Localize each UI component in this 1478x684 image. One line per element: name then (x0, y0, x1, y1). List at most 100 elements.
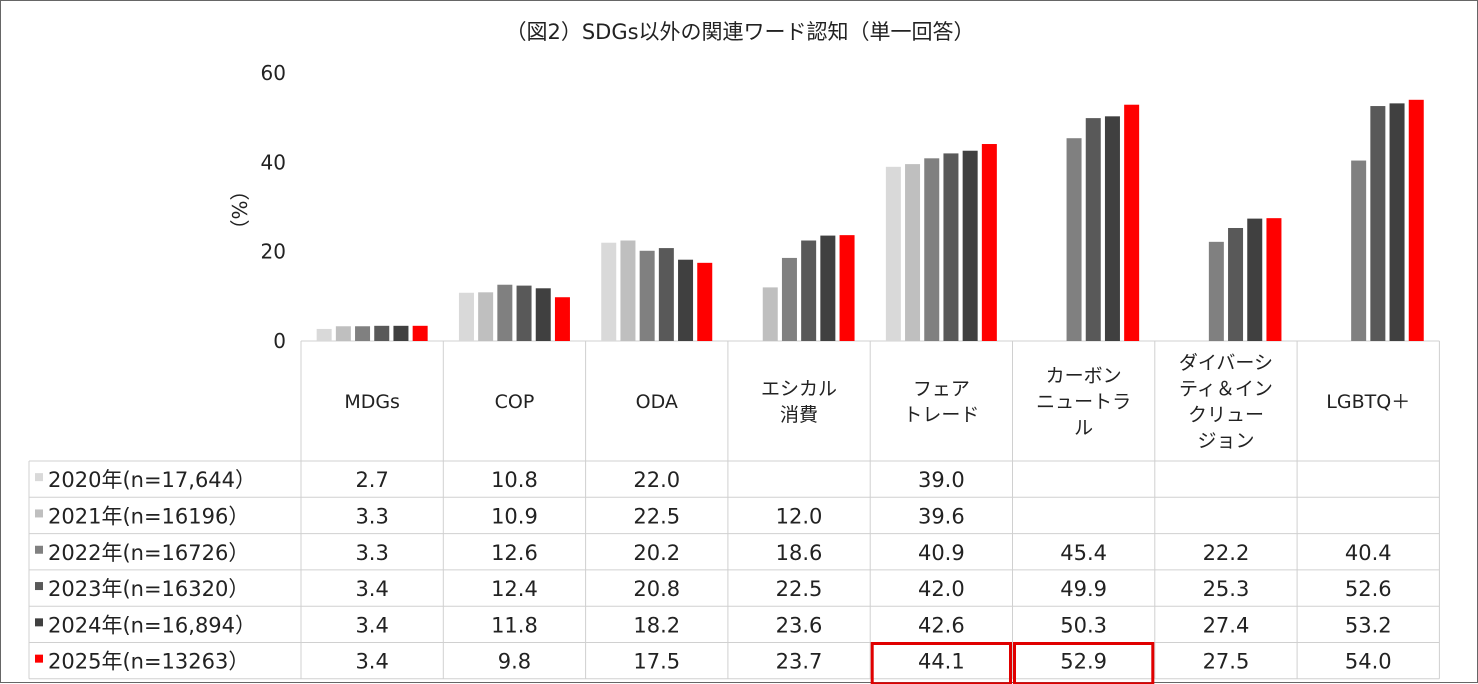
bar (316, 328, 332, 341)
bar (497, 284, 513, 341)
bar (820, 235, 836, 341)
table-cell-value: 10.9 (491, 504, 538, 528)
category-label: ティ＆イン (1179, 378, 1273, 400)
bar (924, 158, 940, 341)
table-cell-value: 22.0 (633, 468, 680, 492)
bar (554, 297, 570, 341)
chart-title: （図2）SDGs以外の関連ワード認知（単一回答） (505, 20, 974, 44)
table-cell-value: 3.3 (355, 504, 388, 528)
table-cell-value: 22.5 (776, 577, 823, 601)
table-cell-value: 9.8 (498, 650, 531, 674)
category-label: ル (1074, 417, 1093, 439)
bar (393, 325, 409, 341)
table-cell-value: 54.0 (1345, 650, 1392, 674)
table-cell-value: 23.6 (776, 613, 823, 637)
bar (697, 262, 713, 341)
bar (905, 164, 921, 341)
category-label: ODA (636, 391, 678, 413)
bar (374, 325, 390, 341)
y-axis-ticks: 0 20 40 60 (261, 61, 286, 353)
table-cell-value: 27.5 (1203, 650, 1250, 674)
series-label: 2021年(n=16196） (48, 504, 249, 528)
series-label: 2025年(n=13263） (48, 650, 249, 674)
table-cell-value: 50.3 (1060, 613, 1107, 637)
y-tick-label: 20 (261, 240, 286, 264)
bar (1066, 138, 1082, 341)
table-cell-value: 44.1 (918, 650, 965, 674)
bar (412, 325, 428, 341)
bar (885, 166, 901, 341)
bar (1104, 116, 1120, 342)
table-cell-value: 39.0 (918, 468, 965, 492)
table-cell-value: 52.9 (1060, 650, 1107, 674)
bar (1408, 99, 1424, 341)
table-cell-value: 3.4 (355, 650, 388, 674)
table-cell-value: 40.4 (1345, 541, 1392, 565)
series-label: 2023年(n=16320） (48, 577, 249, 601)
category-label: フェア (913, 378, 970, 400)
category-label: COP (495, 391, 535, 413)
category-label: 消費 (780, 404, 818, 426)
bar (762, 287, 778, 341)
table-cell-value: 20.8 (633, 577, 680, 601)
table-cell-value: 2.7 (355, 468, 388, 492)
legend-swatch (35, 545, 43, 554)
bar (335, 326, 351, 341)
category-label: ニュートラ (1036, 391, 1131, 413)
table-cell-value: 18.2 (633, 613, 680, 637)
bar (1228, 227, 1244, 341)
legend-swatch (35, 618, 43, 627)
bar (981, 144, 997, 341)
bar (1247, 218, 1263, 341)
table-cell-value: 25.3 (1203, 577, 1250, 601)
legend-swatch (35, 509, 43, 518)
category-label: ダイバーシ (1179, 352, 1273, 374)
y-tick-label: 0 (273, 329, 286, 353)
bar (639, 250, 655, 341)
table-cell-value: 42.6 (918, 613, 965, 637)
category-label: MDGs (344, 391, 400, 413)
table-cell-value: 27.4 (1203, 613, 1250, 637)
y-axis-label: （%） (227, 180, 251, 239)
bar (1389, 103, 1405, 341)
table-cell-value: 12.4 (491, 577, 538, 601)
bars (316, 99, 1424, 342)
bar (839, 235, 855, 341)
bar (478, 292, 494, 341)
table-cell-value: 20.2 (633, 541, 680, 565)
category-label: エシカル (761, 378, 837, 400)
table-cell-value: 53.2 (1345, 613, 1392, 637)
bar (1208, 241, 1224, 341)
bar (516, 285, 532, 341)
data-table: 2020年(n=17,644） 2.7 10.8 22.0 39.0 2021年(n=16… (35, 468, 1392, 674)
table-cell-value: 52.6 (1345, 577, 1392, 601)
bar (601, 242, 617, 341)
category-label: ジョン (1197, 430, 1254, 452)
table-cell-value: 17.5 (633, 650, 680, 674)
series-label: 2022年(n=16726） (48, 541, 249, 565)
bar (1124, 104, 1140, 341)
bar (355, 326, 371, 341)
table-cell-value: 40.9 (918, 541, 965, 565)
bar (1351, 160, 1367, 341)
legend-swatch (35, 654, 43, 663)
y-tick-label: 60 (261, 61, 286, 85)
bar (1266, 218, 1282, 341)
table-cell-value: 3.3 (355, 541, 388, 565)
y-tick-label: 40 (261, 150, 286, 174)
category-label: クリュー (1188, 404, 1264, 426)
table-cell-value: 22.2 (1203, 541, 1250, 565)
bar (535, 288, 551, 341)
series-label: 2020年(n=17,644） (48, 468, 256, 492)
table-cell-value: 12.0 (776, 504, 823, 528)
table-grid (28, 340, 1440, 680)
bar (458, 292, 474, 341)
bar (962, 150, 978, 341)
table-cell-value: 3.4 (355, 577, 388, 601)
bar (658, 248, 674, 341)
bar (801, 240, 817, 341)
series-label: 2024年(n=16,894） (48, 613, 256, 637)
